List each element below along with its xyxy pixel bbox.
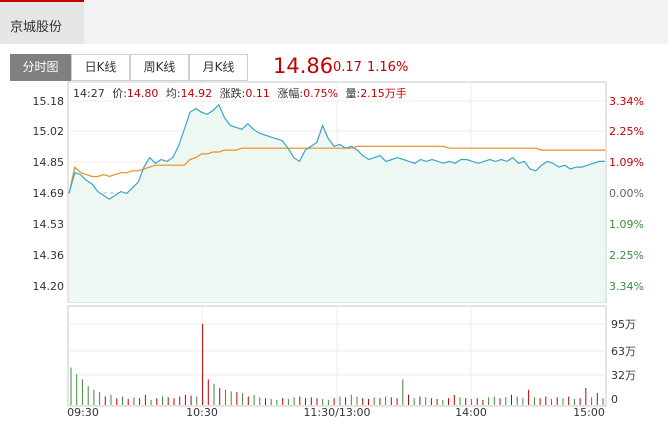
price-tick: 14.69 xyxy=(33,187,65,200)
info-pct: 0.75% xyxy=(303,87,338,100)
percent-axis: 3.34% 2.25% 1.09% 0.00% 1.09% 2.25% 3.34… xyxy=(609,95,644,293)
pct-tick: 3.34% xyxy=(609,95,644,108)
time-tick: 15:00 xyxy=(573,406,605,419)
info-pct-label: 涨幅: xyxy=(277,87,303,100)
info-price: 14.80 xyxy=(127,87,159,100)
volume-axis: 95万 63万 32万 0 xyxy=(611,318,636,406)
price-tick: 14.85 xyxy=(33,156,65,169)
stock-name-tab[interactable]: 京城股份 xyxy=(0,0,84,44)
average-price-line xyxy=(68,145,605,194)
price-axis: 15.18 15.02 14.85 14.69 14.53 14.36 14.2… xyxy=(33,95,65,293)
info-avg: 14.92 xyxy=(181,87,213,100)
vol-tick: 0 xyxy=(611,393,618,406)
price-tick: 14.36 xyxy=(33,249,65,262)
pct-tick: 0.00% xyxy=(609,187,644,200)
vol-tick: 95万 xyxy=(611,318,636,331)
volume-bars xyxy=(70,324,604,405)
price-tick: 15.02 xyxy=(33,125,65,138)
tab-intraday[interactable]: 分时图 xyxy=(10,54,71,81)
tab-weekly-k[interactable]: 周K线 xyxy=(130,54,189,81)
pct-tick: 1.09% xyxy=(609,156,644,169)
pct-tick: 2.25% xyxy=(609,125,644,138)
crosshair-info: 14:27 价:14.80 均:14.92 涨跌:0.11 涨幅:0.75% 量… xyxy=(73,86,407,100)
time-tick: 11:30/13:00 xyxy=(303,406,370,419)
tab-monthly-k[interactable]: 月K线 xyxy=(189,54,248,81)
info-vol: 2.15万手 xyxy=(360,86,407,100)
time-tick: 14:00 xyxy=(455,406,487,419)
stock-name-label: 京城股份 xyxy=(10,20,63,35)
pct-tick: 2.25% xyxy=(609,249,644,262)
info-change: 0.11 xyxy=(245,87,270,100)
price-change: 0.17 xyxy=(333,60,362,75)
price-tick: 15.18 xyxy=(33,95,65,108)
current-price: 14.86 xyxy=(273,54,334,78)
info-time: 14:27 xyxy=(73,87,105,100)
time-axis: 09:30 10:30 11:30/13:00 14:00 15:00 xyxy=(67,406,605,419)
price-tick: 14.20 xyxy=(33,280,65,293)
info-vol-label: 量: xyxy=(346,87,361,100)
vol-tick: 32万 xyxy=(611,369,636,382)
vol-tick: 63万 xyxy=(611,345,636,358)
info-avg-label: 均: xyxy=(166,87,181,100)
pct-tick: 1.09% xyxy=(609,218,644,231)
price-line xyxy=(68,103,605,200)
price-tick: 14.53 xyxy=(33,218,65,231)
header-bar xyxy=(0,0,668,44)
info-change-label: 涨跌: xyxy=(220,86,246,100)
tab-daily-k[interactable]: 日K线 xyxy=(71,54,130,81)
price-change-pct: 1.16% xyxy=(367,60,409,75)
pct-tick: 3.34% xyxy=(609,280,644,293)
time-tick: 10:30 xyxy=(186,406,218,419)
info-price-label: 价: xyxy=(112,87,127,100)
time-tick: 09:30 xyxy=(67,406,99,419)
